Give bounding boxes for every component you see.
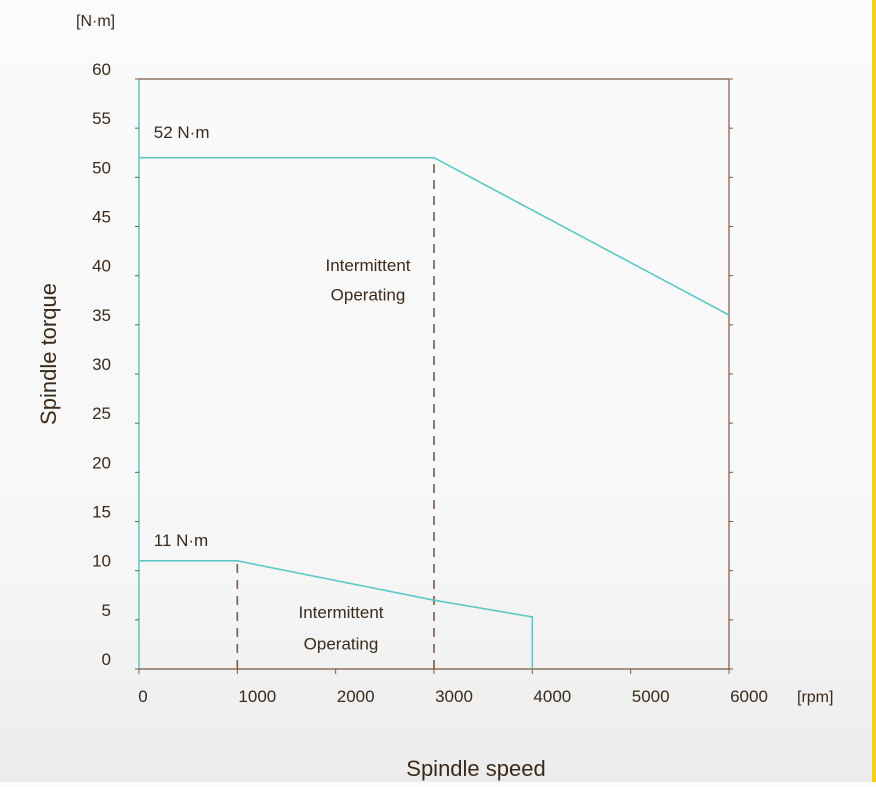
- y-tick-label: 15: [92, 503, 111, 522]
- series-line: [139, 156, 730, 316]
- yellow-edge-bar: [872, 0, 876, 782]
- series-layer: [139, 156, 730, 669]
- annotation-label: Operating: [304, 634, 379, 653]
- annotation-label: Intermittent: [298, 603, 383, 622]
- annotation-label: 52 N·m: [154, 123, 210, 142]
- x-tick-label: 3000: [435, 687, 473, 706]
- y-tick-label: 20: [92, 453, 111, 472]
- y-tick-label: 25: [92, 404, 111, 423]
- y-unit-label: [N·m]: [76, 13, 115, 30]
- y-tick-label: 55: [92, 109, 111, 128]
- y-tick-label: 35: [92, 306, 111, 325]
- x-tick-label: 6000: [730, 687, 768, 706]
- dashed-marker-layer: [236, 157, 435, 669]
- x-tick-label: 0: [138, 687, 147, 706]
- x-tick-label: 4000: [533, 687, 571, 706]
- x-tick-label: 5000: [632, 687, 670, 706]
- x-unit-label: [rpm]: [797, 689, 833, 706]
- y-tick-label: 0: [102, 650, 111, 669]
- x-tick-label: 2000: [337, 687, 375, 706]
- y-axis-title: Spindle torque: [36, 283, 61, 425]
- annotation-label: 11 N·m: [154, 531, 208, 550]
- annotation-label: Operating: [331, 285, 406, 304]
- annotation-label: Intermittent: [325, 256, 410, 275]
- series-line: [139, 559, 534, 669]
- y-tick-label: 40: [92, 257, 111, 276]
- label-layer: 0 5 10 15 20 25 30 35 40 45 50 55 60 0 1000 2000 3000 400…: [36, 13, 833, 781]
- y-tick-label: 45: [92, 208, 111, 227]
- y-tick-label: 60: [92, 60, 111, 79]
- x-axis-title: Spindle speed: [406, 756, 545, 781]
- x-tick-label: 1000: [238, 687, 276, 706]
- y-tick-label: 30: [92, 355, 111, 374]
- y-tick-label: 50: [92, 158, 111, 177]
- y-tick-label: 10: [92, 552, 111, 571]
- y-tick-label: 5: [102, 601, 111, 620]
